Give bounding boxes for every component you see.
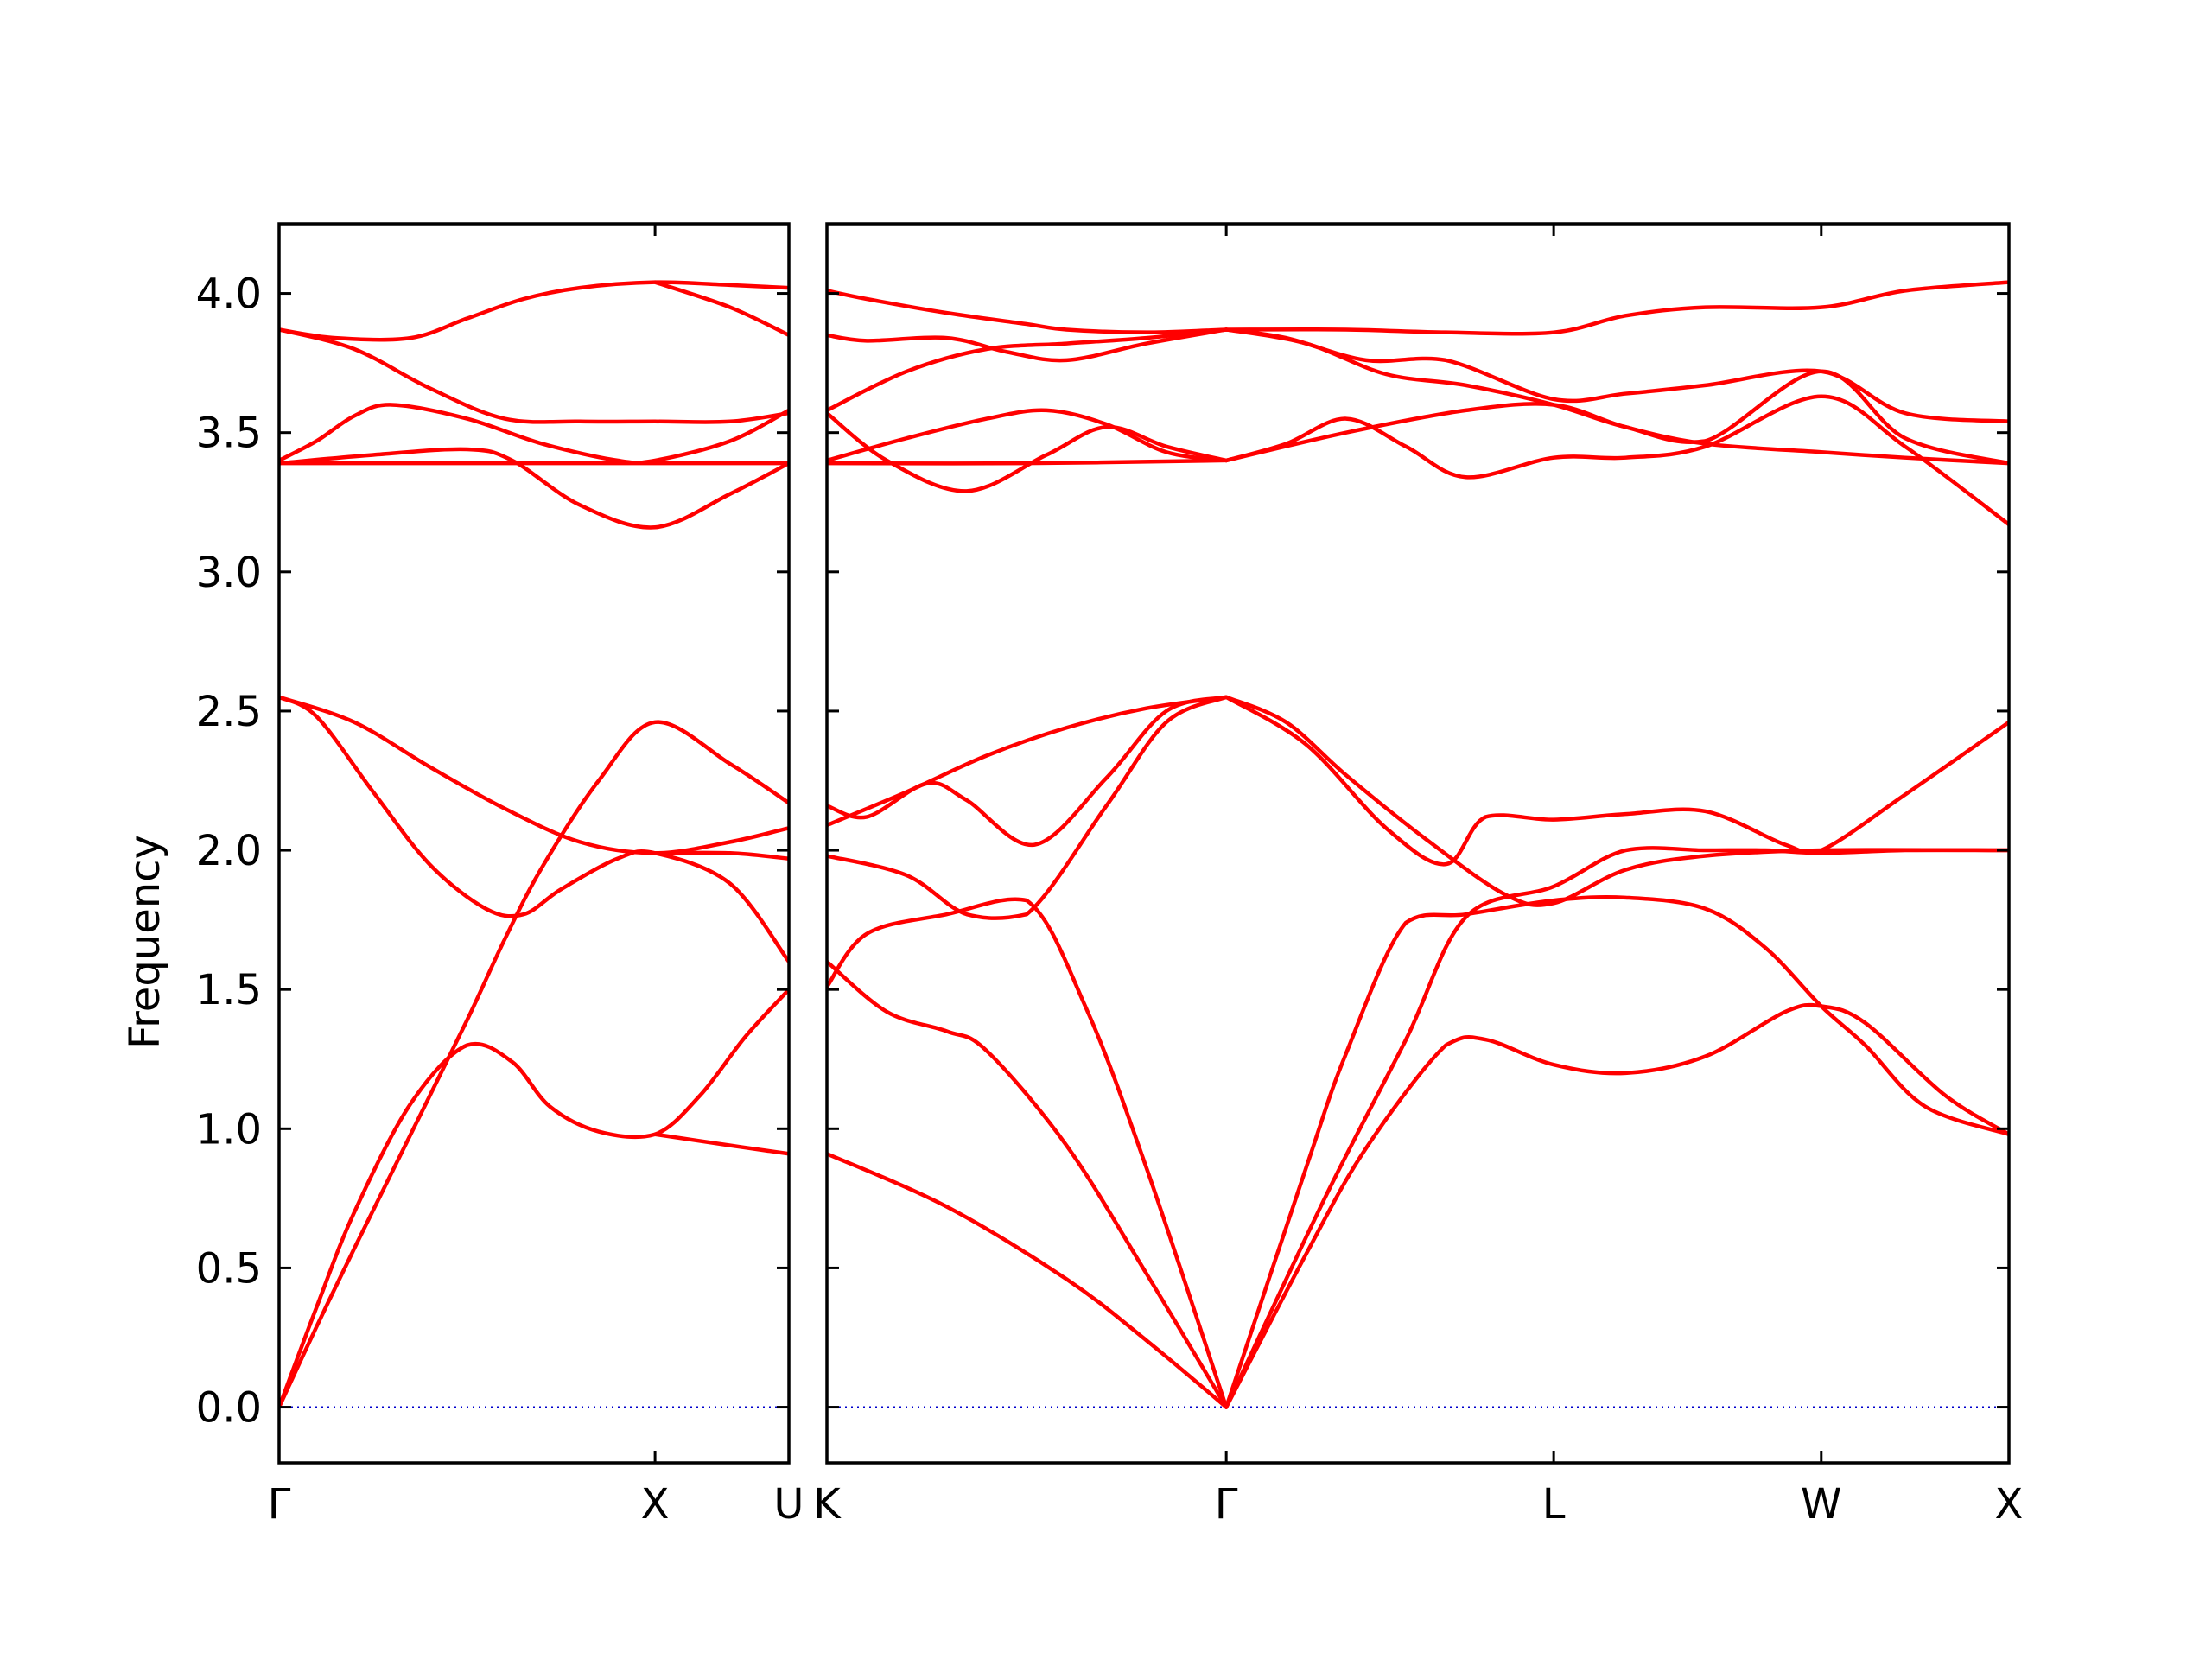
y-tick-label: 2.5 bbox=[196, 688, 262, 736]
y-tick-label: 0.0 bbox=[196, 1384, 262, 1433]
band-lines bbox=[279, 280, 789, 1409]
band-line bbox=[1224, 327, 2009, 424]
band-line bbox=[1224, 695, 2009, 867]
plot-frame bbox=[277, 222, 791, 1465]
band-line bbox=[827, 327, 1229, 363]
band-line bbox=[279, 403, 789, 465]
band-line bbox=[827, 959, 1229, 1409]
band-line bbox=[827, 458, 1229, 466]
band-line bbox=[652, 280, 789, 338]
band-line bbox=[827, 695, 1229, 920]
band-line bbox=[1224, 402, 2009, 466]
band-line bbox=[279, 720, 789, 1409]
y-tick-label: 2.0 bbox=[196, 827, 262, 875]
band-line bbox=[279, 327, 789, 424]
band-line bbox=[1224, 394, 2009, 527]
band-line bbox=[279, 987, 789, 1409]
band-line bbox=[279, 280, 789, 342]
band-line bbox=[827, 327, 1229, 413]
y-tick-label: 0.5 bbox=[196, 1244, 262, 1293]
x-tick-label: W bbox=[1801, 1480, 1841, 1529]
panel-1: 0.0 0.5 1.0 1.5 2.0 2.5 3.0 3.5 4.0 Γ X U bbox=[196, 222, 804, 1529]
band-line bbox=[827, 410, 1229, 493]
y-tick-label: 1.5 bbox=[196, 966, 262, 1014]
band-line bbox=[827, 289, 1229, 334]
band-line bbox=[652, 850, 789, 861]
band-line bbox=[1224, 1002, 2009, 1409]
band-line bbox=[1224, 894, 2009, 1409]
x-tick-label: X bbox=[641, 1480, 670, 1529]
band-line bbox=[279, 695, 789, 855]
x-tick-label: K bbox=[813, 1480, 842, 1529]
band-line bbox=[827, 695, 1229, 828]
x-tick-label: U bbox=[773, 1480, 804, 1529]
band-line bbox=[279, 695, 789, 964]
y-tick-label: 3.5 bbox=[196, 410, 262, 458]
plot-frame bbox=[825, 222, 2011, 1465]
band-line bbox=[1224, 280, 2009, 336]
band-line bbox=[827, 897, 1229, 1409]
y-tick-label: 3.0 bbox=[196, 549, 262, 597]
band-line bbox=[1224, 846, 2009, 1409]
band-line bbox=[652, 1132, 789, 1156]
x-tick-label: Γ bbox=[268, 1480, 291, 1529]
band-lines bbox=[827, 280, 2009, 1409]
y-tick-label: 1.0 bbox=[196, 1105, 262, 1154]
band-line bbox=[827, 695, 1229, 847]
x-tick-label: Γ bbox=[1215, 1480, 1238, 1529]
x-tick-label: L bbox=[1542, 1480, 1566, 1529]
x-tick-label: X bbox=[1995, 1480, 2024, 1529]
y-tick-label: 4.0 bbox=[196, 270, 262, 319]
band-line bbox=[1224, 695, 2009, 907]
band-line bbox=[279, 447, 789, 530]
y-axis-title: Frequency bbox=[121, 835, 169, 1049]
band-line bbox=[827, 408, 1229, 463]
band-line bbox=[827, 1152, 1229, 1409]
